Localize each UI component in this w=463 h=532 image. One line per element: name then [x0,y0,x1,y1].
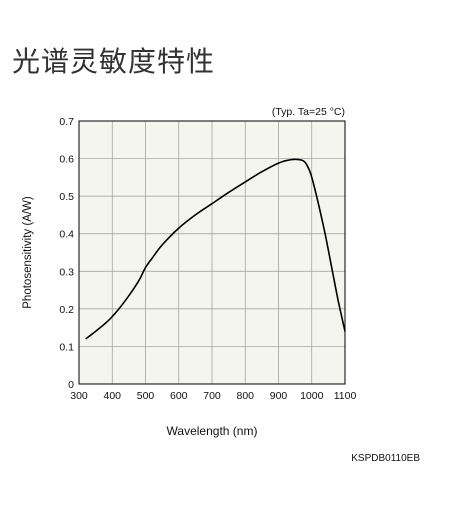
y-tick-label: 0.2 [59,304,74,316]
page-title: 光谱灵敏度特性 [12,45,216,78]
y-tick-label: 0.6 [59,154,74,166]
grid [79,121,345,384]
x-tick-label: 900 [270,390,288,402]
y-tick-label: 0.7 [59,116,74,128]
axis-ticks: 300 400 500 600 700 800 900 1000 1100 0 0.1 0.2 0.3 0… [59,116,356,402]
x-tick-label: 700 [203,390,221,402]
x-tick-label: 300 [70,390,88,402]
y-tick-label: 0.1 [59,341,74,353]
y-tick-label: 0.4 [59,229,74,241]
x-tick-label: 1000 [300,390,324,402]
x-axis-label: Wavelength (nm) [167,424,258,438]
x-tick-label: 1100 [334,390,357,402]
x-tick-label: 600 [170,390,188,402]
y-tick-label: 0 [68,379,74,391]
x-tick-label: 500 [137,390,155,402]
x-tick-label: 800 [236,390,254,402]
y-axis-label: Photosensitivity (A/W) [22,196,34,309]
plot-frame [78,120,346,385]
y-tick-label: 0.3 [59,266,74,278]
document-code: KSPDB0110EB [351,453,420,464]
x-tick-label: 400 [103,390,121,402]
y-tick-label: 0.5 [59,191,74,203]
series-line [85,158,346,340]
condition-note: (Typ. Ta=25 °C) [272,106,345,118]
